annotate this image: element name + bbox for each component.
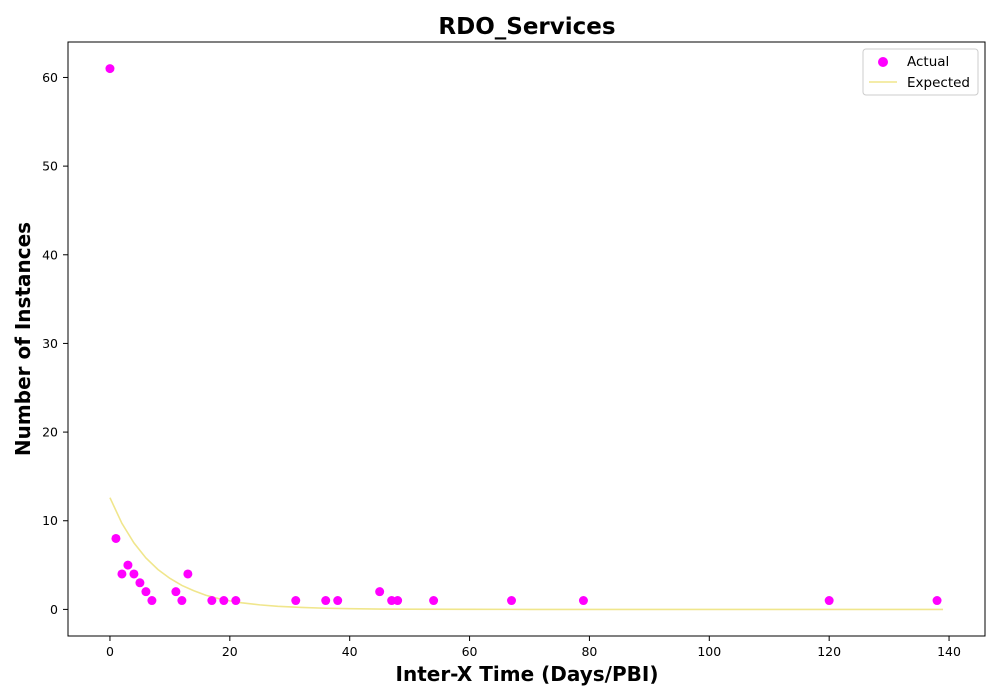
- y-axis: 0 10 20 30 40 50 60: [42, 70, 68, 617]
- actual-series: [105, 64, 942, 606]
- x-axis: 0 20 40 60 80 100 120 140: [106, 636, 961, 659]
- actual-point: [171, 587, 181, 597]
- legend-actual-label: Actual: [907, 54, 949, 70]
- x-tick-label: 120: [817, 644, 841, 659]
- legend-box: [862, 48, 979, 96]
- actual-point: [177, 596, 187, 606]
- legend-actual-marker: [878, 57, 888, 67]
- actual-point: [129, 569, 139, 579]
- expected-line: [109, 497, 944, 611]
- actual-point: [183, 569, 193, 579]
- x-tick-label: 100: [697, 644, 721, 659]
- legend: Actual Expected: [862, 48, 979, 96]
- actual-point: [578, 596, 588, 606]
- x-tick-label: 80: [581, 644, 597, 659]
- actual-point: [321, 596, 331, 606]
- chart-title: RDO_Services: [438, 14, 615, 40]
- actual-point: [207, 596, 217, 606]
- actual-point: [393, 596, 403, 606]
- actual-point: [147, 596, 157, 606]
- x-tick-label: 0: [106, 644, 114, 659]
- actual-point: [117, 569, 127, 579]
- actual-point: [333, 596, 343, 606]
- actual-point: [375, 587, 385, 597]
- actual-point: [141, 587, 151, 597]
- x-tick-label: 60: [462, 644, 478, 659]
- y-tick-label: 40: [42, 247, 58, 262]
- x-axis-title: Inter-X Time (Days/PBI): [396, 662, 659, 686]
- y-tick-label: 10: [42, 513, 58, 528]
- actual-point: [932, 596, 942, 606]
- y-axis-title: Number of Instances: [11, 222, 35, 456]
- y-tick-label: 30: [42, 336, 58, 351]
- actual-point: [123, 560, 133, 570]
- actual-point: [219, 596, 229, 606]
- actual-point: [105, 64, 115, 74]
- actual-point: [135, 578, 145, 588]
- legend-expected-label: Expected: [907, 75, 970, 91]
- actual-point: [291, 596, 301, 606]
- y-tick-label: 60: [42, 70, 58, 85]
- y-tick-label: 50: [42, 159, 58, 174]
- x-tick-label: 20: [222, 644, 238, 659]
- x-tick-label: 40: [342, 644, 358, 659]
- actual-point: [824, 596, 834, 606]
- actual-point: [507, 596, 517, 606]
- actual-point: [111, 533, 121, 543]
- expected-series: [109, 497, 944, 611]
- y-tick-label: 20: [42, 425, 58, 440]
- y-tick-label: 0: [50, 602, 58, 617]
- plot-area: [67, 41, 986, 637]
- actual-point: [429, 596, 439, 606]
- x-tick-label: 140: [937, 644, 961, 659]
- actual-point: [231, 596, 241, 606]
